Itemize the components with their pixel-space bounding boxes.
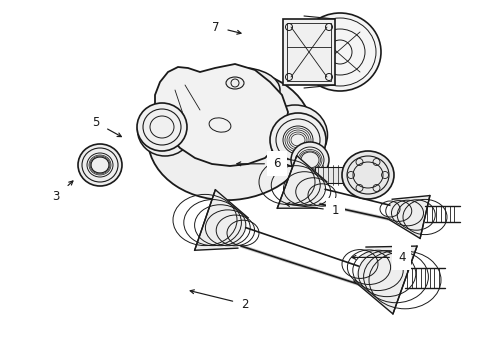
Polygon shape xyxy=(155,64,288,166)
Ellipse shape xyxy=(78,144,122,186)
Text: 3: 3 xyxy=(52,181,73,203)
Bar xyxy=(315,167,368,183)
Text: 6: 6 xyxy=(237,157,281,170)
Text: 5: 5 xyxy=(92,116,122,137)
Polygon shape xyxy=(195,190,248,250)
Ellipse shape xyxy=(270,113,326,167)
Ellipse shape xyxy=(200,68,280,113)
Polygon shape xyxy=(354,246,417,314)
Ellipse shape xyxy=(147,70,313,200)
Ellipse shape xyxy=(299,13,381,91)
Text: 1: 1 xyxy=(286,203,340,217)
Text: 2: 2 xyxy=(190,290,249,311)
Ellipse shape xyxy=(263,105,327,165)
Ellipse shape xyxy=(137,103,187,151)
Polygon shape xyxy=(277,156,327,208)
Text: 7: 7 xyxy=(212,21,241,34)
Ellipse shape xyxy=(226,77,244,89)
Text: 4: 4 xyxy=(352,251,406,264)
Bar xyxy=(283,19,335,85)
Ellipse shape xyxy=(138,104,193,156)
Bar xyxy=(287,23,331,81)
Ellipse shape xyxy=(291,142,329,178)
Ellipse shape xyxy=(342,151,394,199)
Polygon shape xyxy=(388,195,430,238)
